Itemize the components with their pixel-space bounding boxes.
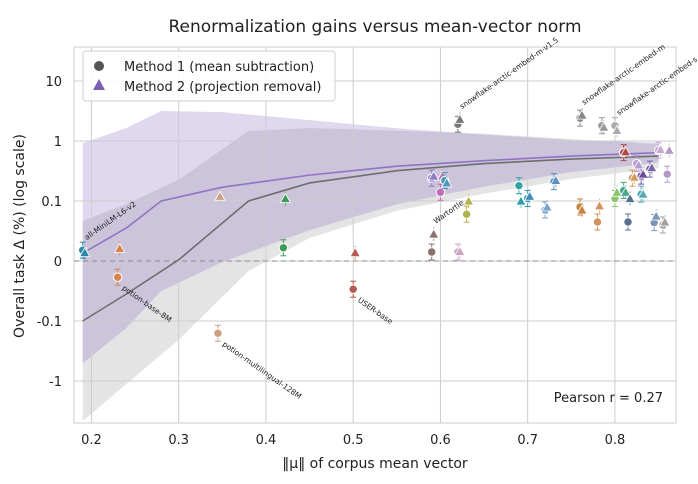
point-method2: [576, 109, 588, 120]
point-method2: [79, 246, 91, 258]
point-method2: [611, 124, 623, 135]
legend-box: [82, 50, 336, 102]
point-method1: [592, 217, 603, 227]
y-tick-label: 0: [54, 255, 62, 270]
chart-title: Renormalization gains versus mean-vector…: [168, 17, 581, 37]
point-method2: [619, 186, 632, 197]
legend-marker-method2: [93, 79, 105, 90]
point-method1: [662, 169, 672, 179]
legend: Method 1 (mean subtraction) Method 2 (pr…: [82, 50, 336, 102]
point-method1: [623, 217, 633, 227]
point-method2: [454, 245, 466, 256]
x-tick-label: 0.7: [517, 433, 538, 448]
point-method2: [349, 246, 361, 258]
plot-frame: [73, 46, 677, 424]
point-method2: [659, 216, 671, 227]
fit-line-method2: [82, 151, 659, 254]
point-method2: [279, 192, 292, 203]
point-method1: [514, 180, 524, 191]
x-tick-label: 0.4: [256, 433, 277, 448]
point-method2: [663, 144, 675, 155]
y-tick-label: 1: [54, 135, 62, 150]
fit-line-method1: [82, 155, 659, 322]
y-tick-label: 10: [45, 75, 62, 90]
point-method2: [646, 161, 658, 173]
y-tick-label: -1: [49, 375, 62, 390]
point-method2: [619, 146, 632, 157]
y-axis-label: Overall task Δ (%) (log scale): [12, 134, 28, 338]
x-tick-label: 0.2: [81, 433, 102, 448]
point-method2: [633, 159, 645, 170]
ci-band-method2: [82, 111, 659, 364]
point-method2: [113, 242, 126, 253]
x-axis-label: ‖μ‖ of corpus mean vector: [282, 456, 468, 472]
point-method1: [278, 243, 289, 253]
point-method2: [593, 199, 606, 211]
x-tick-label: 0.6: [430, 433, 451, 448]
x-tick-label: 0.8: [605, 433, 626, 448]
point-method2: [454, 113, 466, 124]
x-tick-label: 0.5: [343, 433, 364, 448]
y-tick-label: -0.1: [37, 315, 62, 330]
legend-label-method2: Method 2 (projection removal): [124, 80, 321, 95]
point-method1: [348, 284, 358, 294]
point-method2: [637, 188, 649, 199]
point-method2: [428, 228, 440, 239]
point-method2: [637, 168, 649, 179]
point-method2: [598, 121, 610, 132]
point-method2: [428, 170, 440, 181]
point-method1: [427, 247, 437, 257]
point-method1: [213, 328, 223, 338]
legend-label-method1: Method 1 (mean subtraction): [124, 60, 314, 75]
pearson-annotation: Pearson r = 0.27: [554, 391, 663, 406]
point-method1: [435, 187, 446, 197]
point-method2: [624, 192, 636, 203]
point-method2: [576, 204, 588, 215]
point-method2: [214, 190, 226, 201]
point-method2: [462, 195, 475, 206]
point-method2: [550, 174, 562, 185]
point-method1: [461, 209, 472, 219]
legend-marker-method1: [94, 61, 104, 71]
x-tick-label: 0.3: [168, 433, 189, 448]
point-method2: [541, 201, 553, 212]
point-method2: [650, 210, 662, 221]
point-method1: [112, 272, 123, 282]
y-tick-label: 0.1: [41, 195, 62, 210]
plot-area: 0.2 0.3 0.4 0.5 0.6 0.7 0.8-1-0.100.1110all-Mi…: [37, 35, 698, 448]
point-method2: [441, 177, 453, 188]
point-method2: [524, 190, 536, 201]
point-method2: [654, 143, 667, 154]
